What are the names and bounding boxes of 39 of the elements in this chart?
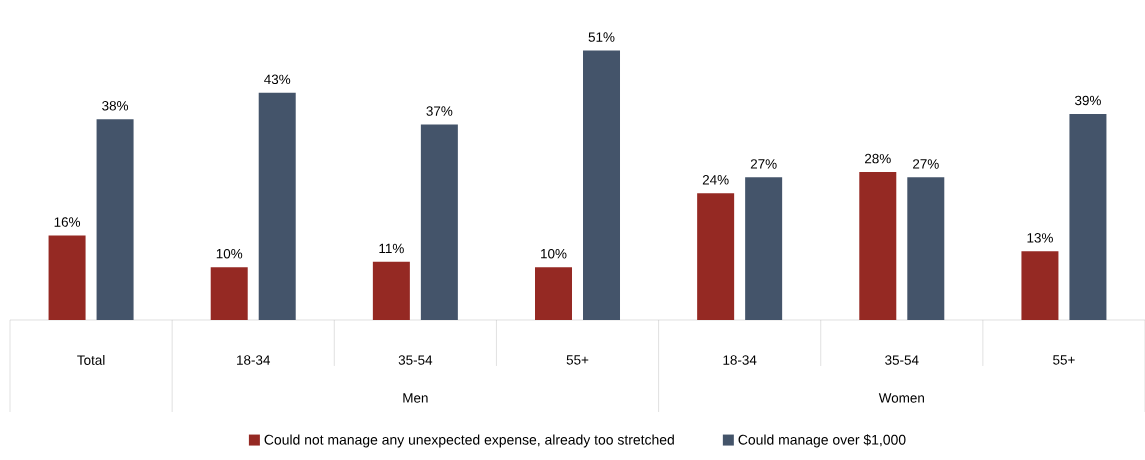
legend-label: Could not manage any unexpected expense, already too stretched xyxy=(264,434,674,448)
data-label: 51% xyxy=(588,32,615,42)
data-label: 37% xyxy=(426,106,453,116)
data-label: 10% xyxy=(216,248,243,259)
data-label: 13% xyxy=(1027,233,1053,243)
bar xyxy=(745,177,783,320)
text: Women xyxy=(878,393,924,403)
data-label: 27% xyxy=(750,159,777,169)
bar xyxy=(258,92,296,320)
bar xyxy=(96,119,134,320)
data-label: 24% xyxy=(702,175,729,185)
bar xyxy=(535,267,572,320)
x-tick-label: 55+ xyxy=(566,355,589,365)
bar xyxy=(1069,113,1107,320)
data-label: 38% xyxy=(102,101,129,111)
data-label: 27% xyxy=(913,159,939,169)
data-label: 28% xyxy=(865,153,891,164)
x-tick-label: 18-34 xyxy=(237,355,271,365)
text: Men xyxy=(403,393,428,403)
x-tick-label: Total xyxy=(77,355,105,365)
data-label: 11% xyxy=(379,243,404,254)
bar xyxy=(372,261,410,320)
bar xyxy=(907,177,945,320)
bar xyxy=(48,235,86,320)
x-tick-label: 35-54 xyxy=(398,355,433,365)
data-label: 10% xyxy=(541,248,567,259)
bar xyxy=(697,193,735,320)
x-tick-label: 35-54 xyxy=(885,355,919,365)
legend-label: Could manage over $1,000 xyxy=(738,434,906,448)
data-label: 43% xyxy=(264,74,291,85)
bar xyxy=(420,124,458,320)
bar xyxy=(1021,251,1059,320)
data-label: 16% xyxy=(54,217,81,227)
bar xyxy=(583,50,620,320)
x-tick-label: 55+ xyxy=(1053,355,1075,365)
x-tick-label: 18-34 xyxy=(723,355,757,365)
data-label: 39% xyxy=(1074,95,1101,106)
bar xyxy=(210,267,248,320)
bar xyxy=(859,172,897,320)
